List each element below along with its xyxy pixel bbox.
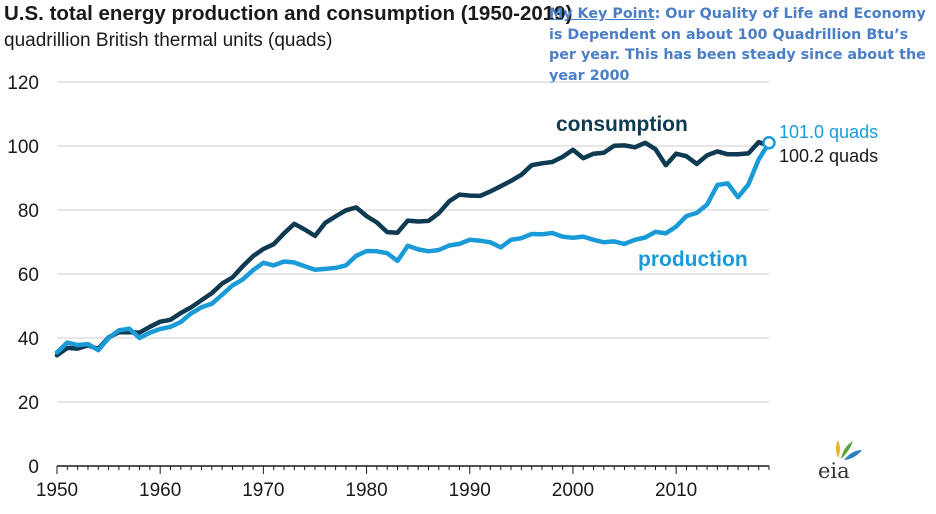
eia-leaf-icon: [836, 440, 862, 460]
x-tick-label: 1970: [242, 480, 284, 501]
series-labels: consumption production 101.0 quads 100.2 qu…: [556, 113, 878, 271]
production-line: [54, 140, 772, 355]
x-tick-label: 2000: [552, 480, 594, 501]
leaf-blue-icon: [844, 450, 862, 460]
chart-title: U.S. total energy production and consump…: [4, 2, 573, 25]
y-tick-label: 20: [18, 393, 39, 414]
production-end-marker: [762, 136, 776, 150]
key-point-text: : Our Quality of Life and Economy is Dep…: [549, 6, 926, 84]
key-point-lead: My Key Point: [549, 6, 655, 22]
y-axis-ticks: 0 20 40 60 80 100 120: [7, 73, 39, 478]
y-tick-label: 80: [18, 201, 39, 222]
chart-subtitle: quadrillion British thermal units (quads…: [4, 30, 333, 51]
key-point-annotation: My Key Point: Our Quality of Life and Ec…: [549, 4, 931, 86]
y-tick-label: 40: [18, 329, 39, 350]
y-tick-label: 0: [28, 457, 39, 478]
y-tick-label: 60: [18, 265, 39, 286]
x-tick-label: 1960: [139, 480, 181, 501]
x-tick-label: 2010: [655, 480, 697, 501]
consumption-end-label: 100.2 quads: [779, 146, 878, 166]
production-series-label: production: [638, 248, 748, 271]
x-tick-label: 1980: [345, 480, 387, 501]
x-tick-label: 1990: [449, 480, 491, 501]
consumption-series-label: consumption: [556, 113, 688, 136]
y-tick-label: 120: [7, 73, 39, 94]
eia-logo: eia: [818, 440, 862, 483]
leaf-green-icon: [841, 441, 853, 459]
y-tick-label: 100: [7, 137, 39, 158]
consumption-line: [54, 139, 772, 358]
x-axis: 1950 1960 1970 1980 1990 2000 2010: [36, 465, 770, 501]
eia-logo-text: eia: [818, 459, 850, 483]
series-lines: [54, 136, 776, 358]
x-tick-label: 1950: [36, 480, 78, 501]
leaf-yellow-icon: [836, 440, 840, 458]
production-end-label: 101.0 quads: [779, 122, 878, 142]
